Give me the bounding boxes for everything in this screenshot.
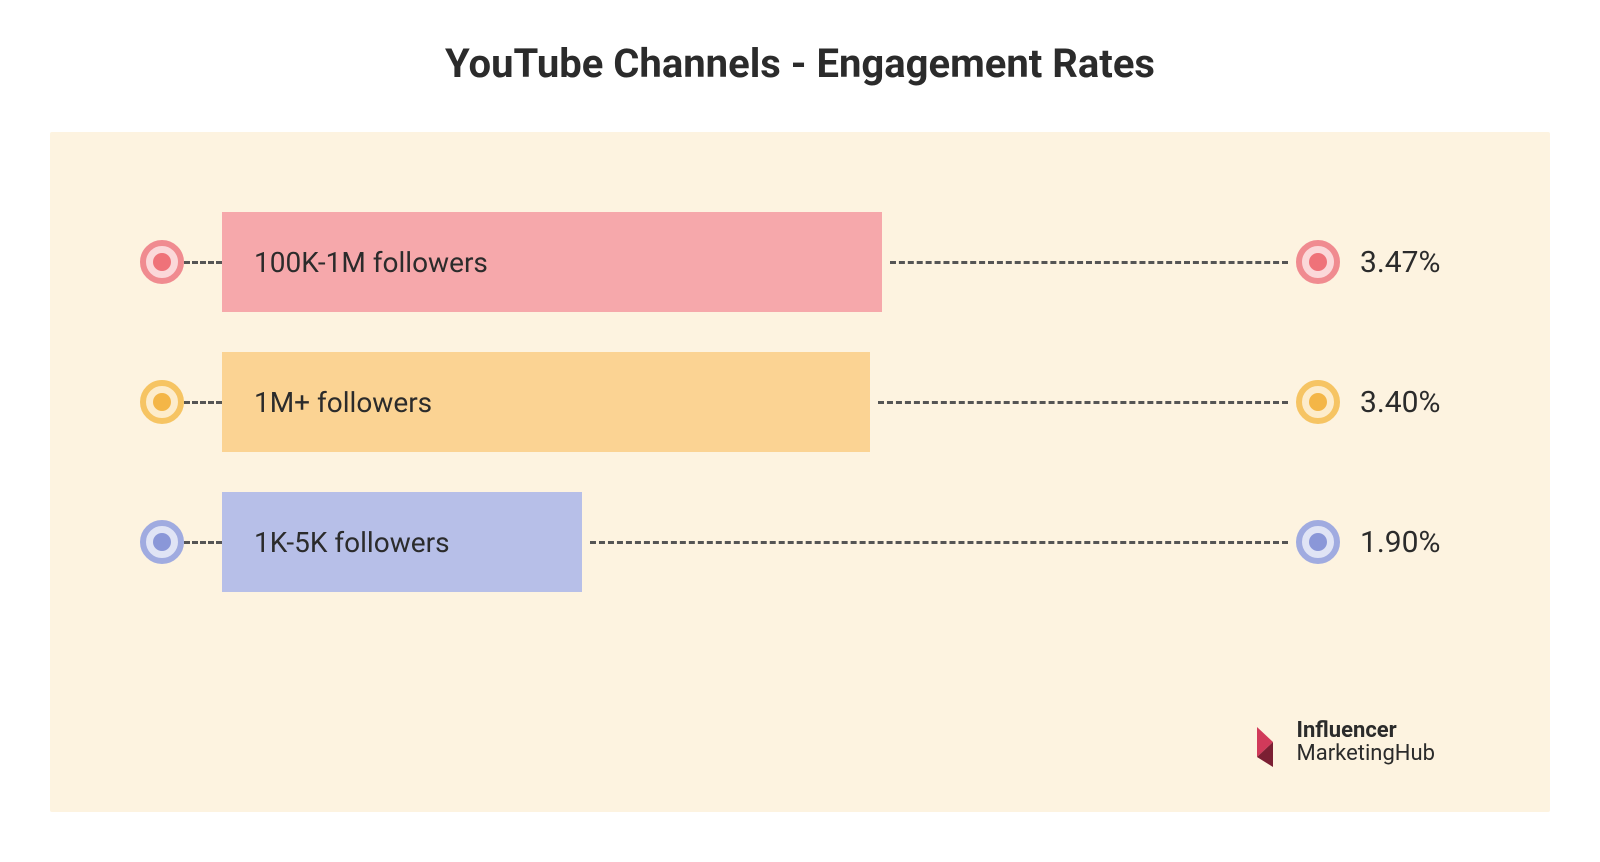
brand-logo-line1: Influencer xyxy=(1297,719,1435,742)
bar-row: 100K-1M followers 3.47% xyxy=(140,212,1460,312)
brand-logo: Influencer MarketingHub xyxy=(1255,717,1435,767)
bar-value: 3.47% xyxy=(1360,245,1460,280)
dash-connector xyxy=(184,401,222,404)
bar-label: 1M+ followers xyxy=(254,386,432,419)
bar: 100K-1M followers xyxy=(222,212,882,312)
dash-connector xyxy=(184,261,222,264)
row-bullet-left xyxy=(140,240,184,284)
row-bullet-right xyxy=(1296,380,1340,424)
bar-label: 100K-1M followers xyxy=(254,246,488,279)
row-bullet-left xyxy=(140,380,184,424)
brand-logo-text: Influencer MarketingHub xyxy=(1297,719,1435,765)
bar: 1K-5K followers xyxy=(222,492,582,592)
chart-panel: 100K-1M followers 3.47% 1M+ followers xyxy=(50,132,1550,812)
dash-connector xyxy=(184,541,222,544)
bar-value: 3.40% xyxy=(1360,385,1460,420)
row-bullet-left xyxy=(140,520,184,564)
chart-title: YouTube Channels - Engagement Rates xyxy=(50,40,1550,87)
bar: 1M+ followers xyxy=(222,352,870,452)
row-bullet-right xyxy=(1296,240,1340,284)
bar-zone: 1M+ followers xyxy=(222,352,1022,452)
bar-label: 1K-5K followers xyxy=(254,526,450,559)
bar-zone: 100K-1M followers xyxy=(222,212,1022,312)
brand-logo-icon xyxy=(1255,717,1289,767)
bar-row: 1K-5K followers 1.90% xyxy=(140,492,1460,592)
brand-logo-line2: MarketingHub xyxy=(1297,742,1435,765)
bar-row: 1M+ followers 3.40% xyxy=(140,352,1460,452)
bar-zone: 1K-5K followers xyxy=(222,492,1022,592)
bar-value: 1.90% xyxy=(1360,525,1460,560)
row-bullet-right xyxy=(1296,520,1340,564)
